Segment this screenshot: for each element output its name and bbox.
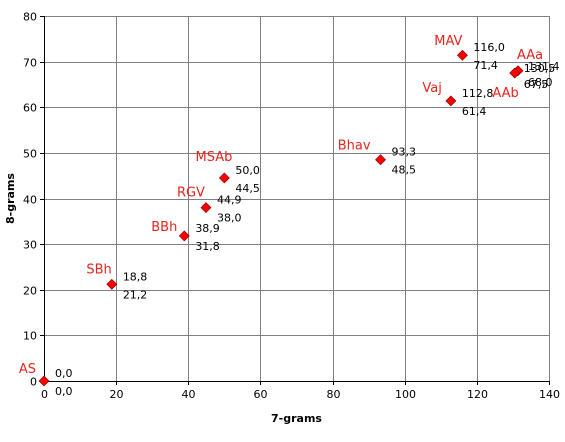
point-name-label: BBh (151, 220, 177, 235)
axis-ticks: 0 20 40 60 80 100 120 140 0 10 20 30 40 50 60 70 80 (23, 11, 560, 402)
point-y-value-label: 21,2 (123, 288, 148, 301)
point-marker (38, 375, 50, 387)
point-y-value-label: 68,0 (528, 76, 553, 89)
point-y-value-label: 71,4 (473, 59, 498, 72)
point-y-value-label: 44,5 (235, 182, 260, 195)
data-point: SBh 18,8 21,2 (86, 262, 147, 301)
x-axis-title: 7-grams (271, 412, 322, 425)
point-name-label: AAb (492, 86, 518, 101)
y-axis-title: 8-grams (4, 173, 17, 224)
point-x-value-label: 116,0 (473, 41, 505, 54)
y-tick-label: 50 (23, 148, 37, 161)
y-tick-label: 20 (23, 285, 37, 298)
data-points: AS 0,0 0,0 SBh 18,8 21,2 BBh 38,9 31,8 RGV 44,9 38,… (19, 34, 560, 398)
point-name-label: AAa (517, 48, 543, 63)
point-y-value-label: 0,0 (55, 385, 73, 398)
x-tick-label: 140 (539, 388, 560, 401)
point-name-label: RGV (177, 186, 205, 201)
data-point: RGV 44,9 38,0 (177, 186, 242, 225)
point-marker (200, 202, 212, 214)
point-x-value-label: 93,3 (392, 146, 417, 159)
point-x-value-label: 130,5 (524, 62, 556, 75)
point-x-value-label: 50,0 (235, 164, 260, 177)
x-tick-label: 0 (41, 388, 48, 401)
point-x-value-label: 131,4 (528, 60, 560, 73)
point-y-value-label: 38,0 (217, 212, 242, 225)
x-tick-label: 20 (110, 388, 124, 401)
point-name-label: AS (19, 362, 36, 377)
point-y-value-label: 61,4 (462, 105, 487, 118)
point-name-label: Vaj (422, 81, 441, 96)
point-x-value-label: 0,0 (55, 367, 73, 380)
y-tick-label: 60 (23, 102, 37, 115)
x-tick-label: 60 (254, 388, 268, 401)
data-point: Vaj 112,8 61,4 (422, 81, 493, 118)
data-point: Bhav 93,3 48,5 (338, 139, 416, 177)
point-marker (106, 278, 118, 290)
x-tick-label: 80 (327, 388, 341, 401)
x-tick-label: 40 (182, 388, 196, 401)
y-tick-label: 40 (23, 194, 37, 207)
point-x-value-label: 18,8 (123, 270, 148, 283)
point-y-value-label: 67,5 (524, 78, 549, 91)
point-y-value-label: 48,5 (392, 164, 417, 177)
point-marker (375, 154, 386, 166)
point-marker (218, 172, 230, 184)
point-x-value-label: 38,9 (195, 222, 220, 235)
x-tick-label: 100 (395, 388, 416, 401)
y-tick-label: 30 (23, 239, 37, 252)
y-tick-label: 10 (23, 330, 37, 343)
point-name-label: SBh (86, 262, 111, 277)
y-tick-label: 0 (30, 376, 37, 389)
y-tick-label: 70 (23, 57, 37, 70)
point-marker (445, 95, 457, 107)
point-x-value-label: 44,9 (217, 194, 242, 207)
y-tick-label: 80 (23, 11, 37, 24)
data-point: AAb 130,5 67,5 (492, 62, 555, 101)
point-name-label: Bhav (338, 139, 371, 154)
point-marker (457, 49, 468, 61)
point-y-value-label: 31,8 (195, 240, 220, 253)
data-point: AS 0,0 0,0 (19, 362, 73, 398)
data-point: MAV 116,0 71,4 (434, 34, 505, 72)
point-marker (509, 67, 521, 79)
point-x-value-label: 112,8 (462, 87, 494, 100)
x-tick-label: 120 (467, 388, 488, 401)
data-point: BBh 38,9 31,8 (151, 220, 220, 253)
point-marker (178, 230, 190, 242)
point-name-label: MAV (434, 34, 462, 49)
point-name-label: MSAb (195, 150, 232, 165)
